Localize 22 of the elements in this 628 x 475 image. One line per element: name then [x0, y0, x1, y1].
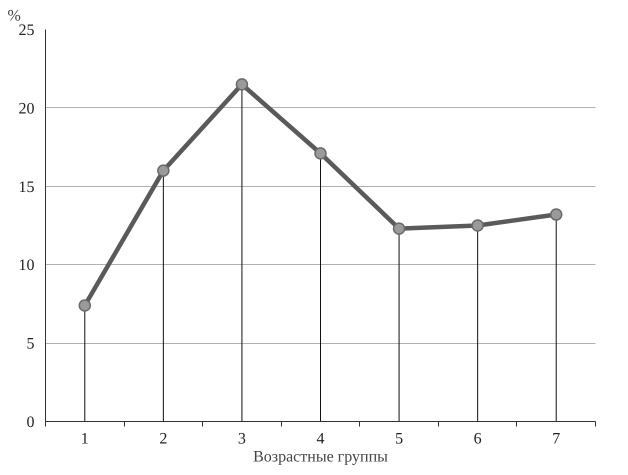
y-tick-label: 20	[18, 100, 34, 118]
x-tick-label: 6	[474, 430, 482, 448]
point	[157, 164, 170, 177]
x-axis-title: Возрастные группы	[253, 448, 388, 466]
point	[78, 299, 92, 312]
x-tick-label: 4	[316, 430, 324, 448]
y-tick-label: 5	[26, 336, 34, 353]
x-tick-label: 5	[395, 430, 404, 448]
x-tick-label: 3	[238, 430, 246, 448]
y-axis-title: %	[8, 8, 21, 24]
point	[314, 147, 327, 160]
point	[392, 222, 406, 235]
y-tick-label: 0	[26, 414, 34, 431]
x-tick-label: 7	[552, 430, 560, 448]
point	[236, 78, 248, 91]
point	[550, 208, 562, 221]
x-tick-label: 1	[80, 430, 89, 448]
point	[471, 219, 484, 232]
y-tick-label: 10	[18, 257, 34, 274]
x-tick-label: 2	[159, 430, 168, 448]
y-tick-label: 15	[18, 178, 34, 196]
y-tick-label: 25	[18, 22, 34, 39]
